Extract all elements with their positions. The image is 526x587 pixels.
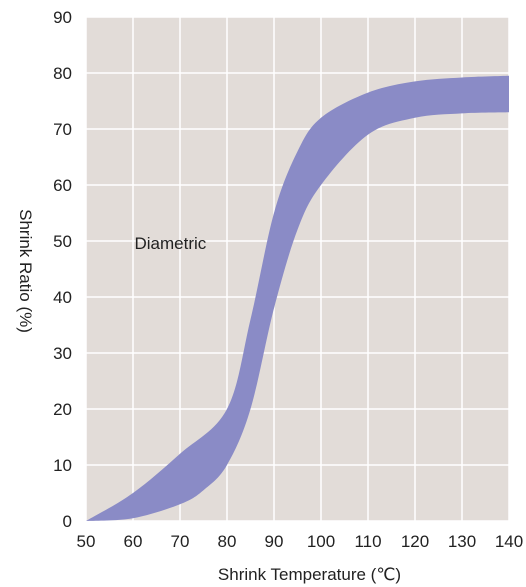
x-tick-label-80: 80	[218, 532, 237, 551]
x-tick-label-140: 140	[495, 532, 523, 551]
y-axis-label: Shrink Ratio (%)	[16, 209, 35, 333]
diametric-band	[86, 75, 509, 522]
y-tick-label-60: 60	[53, 176, 72, 195]
y-tick-label-40: 40	[53, 288, 72, 307]
x-tick-label-130: 130	[448, 532, 476, 551]
y-tick-label-50: 50	[53, 232, 72, 251]
x-axis-label: Shrink Temperature (℃)	[218, 565, 401, 584]
y-tick-label-70: 70	[53, 120, 72, 139]
x-tick-label-90: 90	[265, 532, 284, 551]
y-tick-label-80: 80	[53, 64, 72, 83]
x-tick-label-50: 50	[77, 532, 96, 551]
x-tick-label-70: 70	[171, 532, 190, 551]
x-tick-label-120: 120	[401, 532, 429, 551]
x-tick-label-100: 100	[307, 532, 335, 551]
annotation-diametric: Diametric	[135, 234, 207, 253]
x-tick-label-110: 110	[354, 532, 381, 551]
y-tick-label-0: 0	[63, 512, 72, 531]
y-tick-label-20: 20	[53, 400, 72, 419]
y-axis-ticks: 0 10 20 30 40 50 60 70 80 90	[53, 8, 72, 531]
x-tick-label-60: 60	[124, 532, 143, 551]
y-tick-label-90: 90	[53, 8, 72, 27]
y-tick-label-30: 30	[53, 344, 72, 363]
x-axis-ticks: 50 60 70 80 90 100 110 120 130 140	[77, 532, 524, 551]
y-tick-label-10: 10	[53, 456, 72, 475]
